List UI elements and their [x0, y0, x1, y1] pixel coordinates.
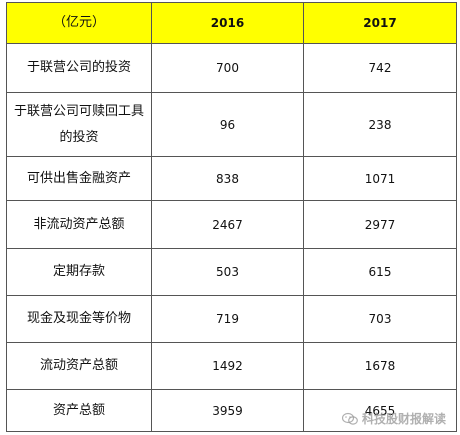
- value-2016: 503: [151, 248, 304, 296]
- value-2016: 96: [151, 92, 304, 157]
- value-2017: 2977: [303, 200, 457, 249]
- header-2017: 2017: [303, 2, 457, 44]
- table-row: 于联营公司可赎回工具的投资 96 238: [6, 92, 457, 157]
- table-row: 非流动资产总额 2467 2977: [6, 200, 457, 249]
- row-label: 于联营公司可赎回工具的投资: [6, 92, 152, 157]
- row-label: 非流动资产总额: [6, 200, 152, 249]
- header-row: （亿元） 2016 2017: [6, 2, 457, 44]
- table-row: 现金及现金等价物 719 703: [6, 295, 457, 343]
- value-2017: 615: [303, 248, 457, 296]
- row-label: 可供出售金融资产: [6, 156, 152, 201]
- table-row: 可供出售金融资产 838 1071: [6, 156, 457, 201]
- value-2016: 719: [151, 295, 304, 343]
- watermark: 科技股财报解读: [341, 410, 446, 427]
- value-2016: 838: [151, 156, 304, 201]
- table-row: 定期存款 503 615: [6, 248, 457, 296]
- row-label: 流动资产总额: [6, 342, 152, 390]
- watermark-text: 科技股财报解读: [361, 412, 446, 426]
- value-2017: 742: [303, 43, 457, 93]
- value-2016: 700: [151, 43, 304, 93]
- header-unit: （亿元）: [6, 2, 152, 44]
- table-row: 流动资产总额 1492 1678: [6, 342, 457, 390]
- value-2017: 703: [303, 295, 457, 343]
- financial-table: （亿元） 2016 2017 于联营公司的投资 700 742 于联营公司可赎回…: [6, 2, 457, 432]
- row-label: 资产总额: [6, 389, 152, 432]
- value-2017: 238: [303, 92, 457, 157]
- value-2017: 1678: [303, 342, 457, 390]
- table-row: 于联营公司的投资 700 742: [6, 43, 457, 93]
- value-2016: 3959: [151, 389, 304, 432]
- table-row: 资产总额 3959 4655: [6, 389, 457, 432]
- row-label: 于联营公司的投资: [6, 43, 152, 93]
- value-2016: 1492: [151, 342, 304, 390]
- row-label: 现金及现金等价物: [6, 295, 152, 343]
- value-2016: 2467: [151, 200, 304, 249]
- value-2017: 4655: [303, 389, 457, 432]
- value-2017: 1071: [303, 156, 457, 201]
- row-label: 定期存款: [6, 248, 152, 296]
- wechat-icon: [341, 412, 358, 425]
- header-2016: 2016: [151, 2, 304, 44]
